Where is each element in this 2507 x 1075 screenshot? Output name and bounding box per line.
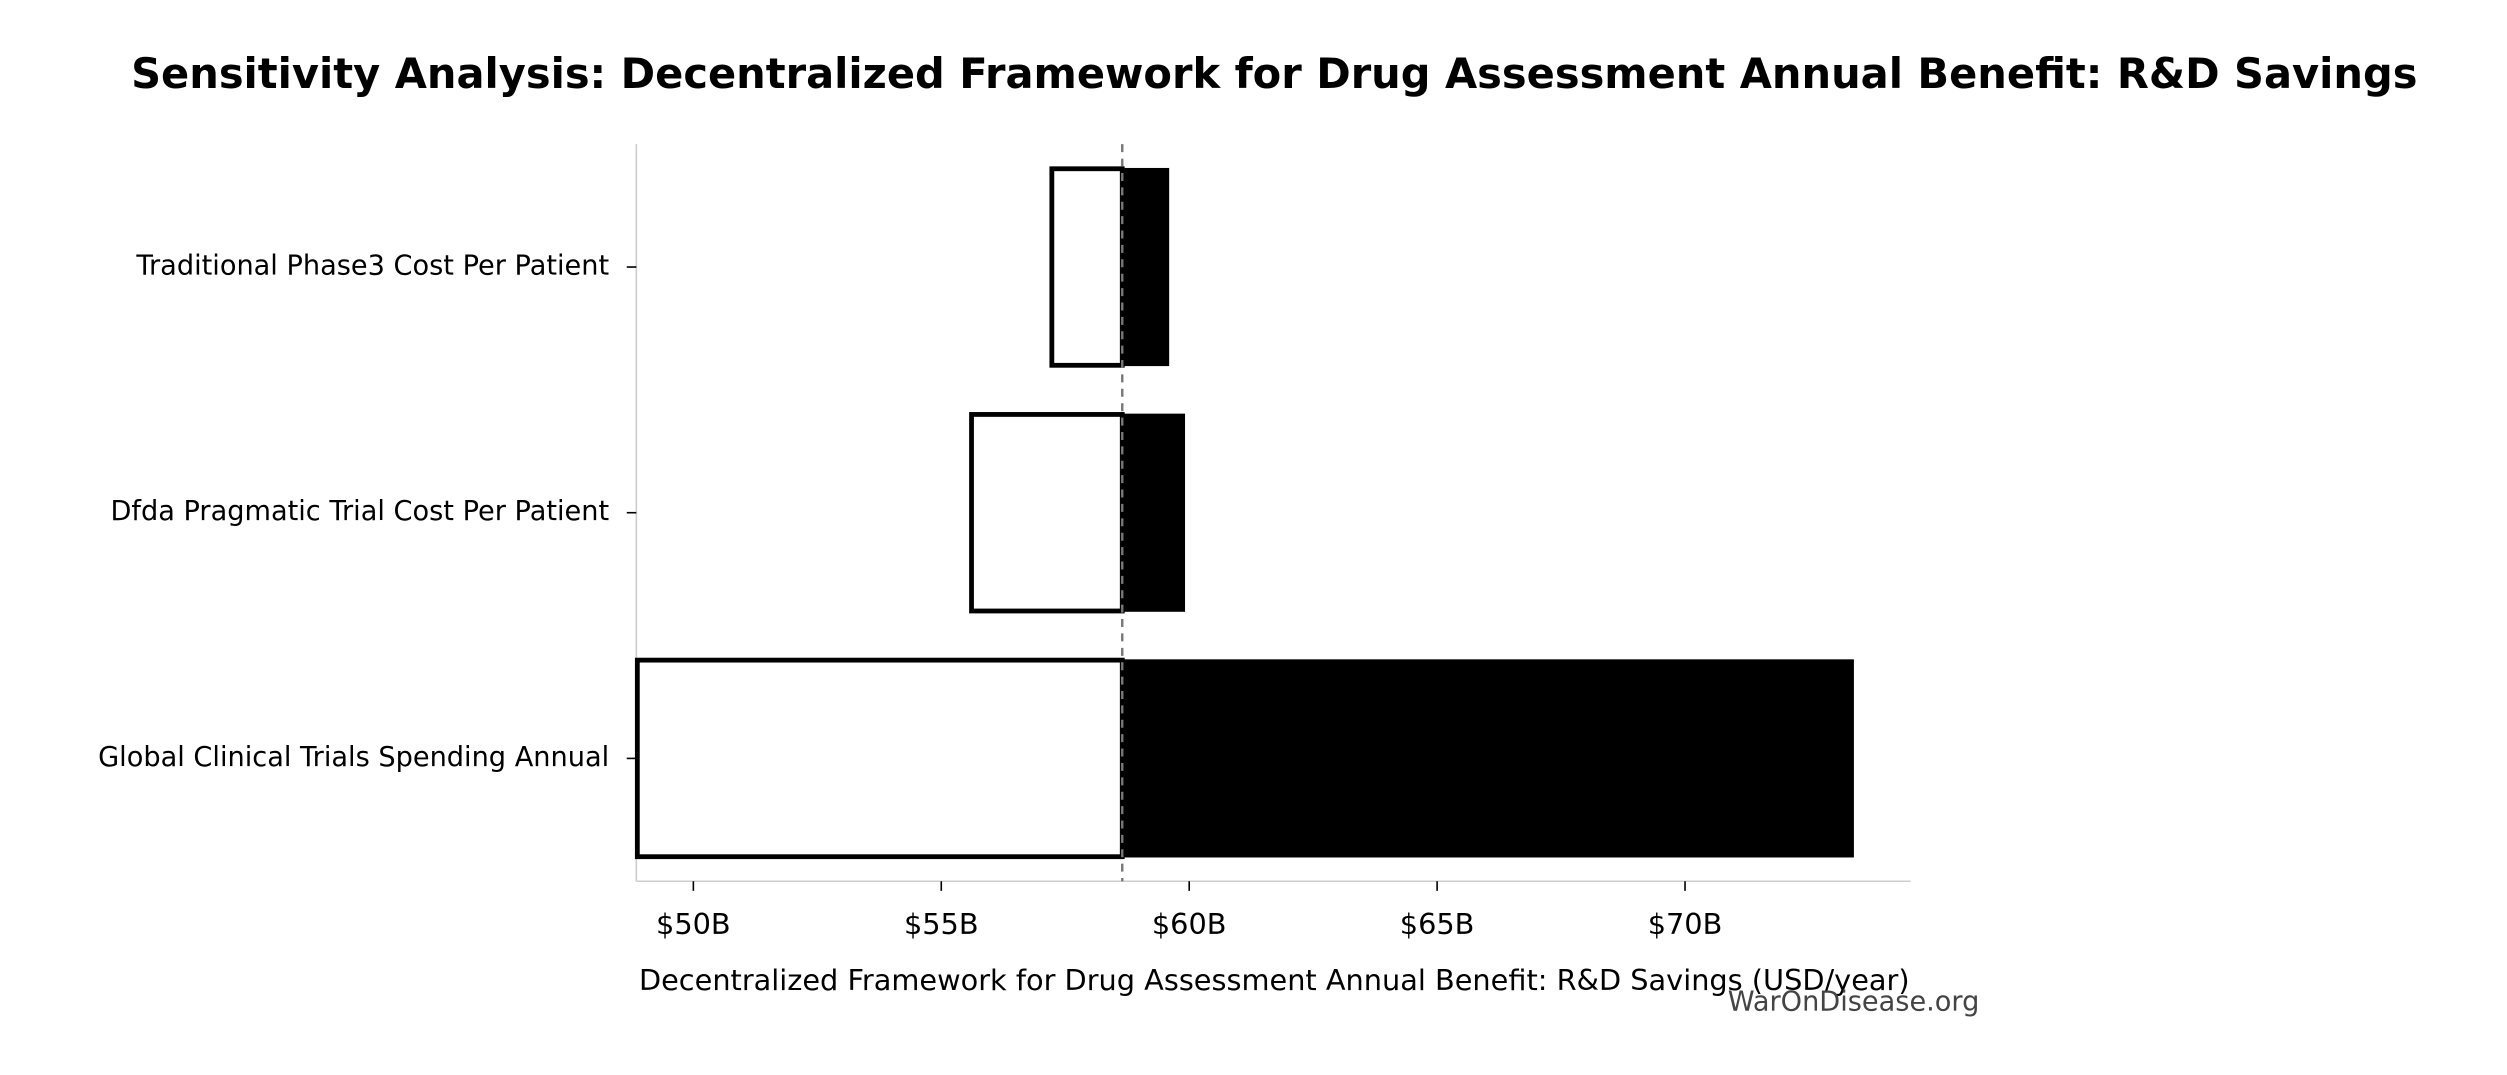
x-tick-label: $55B: [904, 907, 979, 941]
bar: [969, 412, 1125, 614]
bar: [1121, 413, 1186, 612]
x-tick-label: $60B: [1152, 907, 1227, 941]
bar: [1049, 166, 1125, 368]
bar: [1121, 167, 1170, 367]
x-axis-label: Decentralized Framework for Drug Assessm…: [639, 963, 1910, 997]
y-tick-label: Dfda Pragmatic Trial Cost Per Patient: [110, 496, 609, 527]
y-tick-label: Global Clinical Trials Spending Annual: [98, 742, 609, 773]
chart-title: Sensitivity Analysis: Decentralized Fram…: [131, 49, 2417, 98]
x-tick-label: $70B: [1648, 907, 1723, 941]
x-tick-label: $65B: [1400, 907, 1475, 941]
bar: [634, 657, 1125, 860]
bar: [1121, 659, 1854, 858]
y-tick-label: Traditional Phase3 Cost Per Patient: [135, 251, 609, 282]
watermark: WarOnDisease.org: [1728, 986, 1980, 1017]
x-tick-label: $50B: [656, 907, 731, 941]
